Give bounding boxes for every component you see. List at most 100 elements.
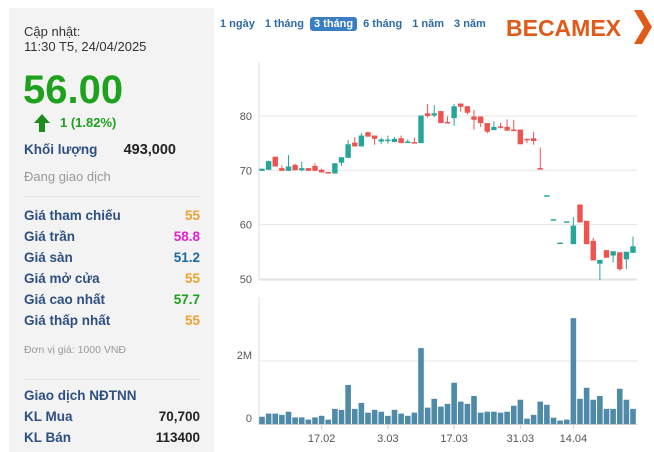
price-row-value: 57.7 <box>173 292 200 307</box>
price-tick-label: 80 <box>240 111 252 123</box>
becamex-logo: BECAMEX <box>506 15 622 41</box>
candle-body <box>398 138 404 144</box>
range-tabs: 1 ngày 1 tháng 3 tháng 6 tháng 1 năm 3 năm <box>216 17 490 31</box>
volume-bar <box>477 412 484 424</box>
trading-status: Đang giao dịch <box>24 169 111 184</box>
candle-body <box>524 138 530 141</box>
price-row-label: Giá tham chiếu <box>24 208 121 223</box>
candle-body <box>504 126 510 131</box>
candle-body <box>590 240 596 261</box>
candle-body <box>312 165 318 171</box>
candle-body <box>332 163 338 174</box>
volume-bar <box>504 411 510 424</box>
current-price: 56.00 <box>23 68 124 112</box>
volume-bar <box>438 406 444 424</box>
buy-value: 70,700 <box>158 409 200 424</box>
candle-body <box>279 168 285 171</box>
volume-bar <box>491 411 497 424</box>
candle-body <box>352 142 358 147</box>
price-row-value: 58.8 <box>173 229 200 244</box>
candle-body <box>603 250 610 258</box>
candle-body <box>477 116 484 124</box>
x-tick-label: 17.02 <box>308 433 336 445</box>
price-row: Giá cao nhất 57.7 <box>24 292 200 307</box>
volume-bar <box>338 409 345 424</box>
candle-body <box>544 195 550 197</box>
candle-body <box>391 138 398 143</box>
volume-bar <box>530 414 537 424</box>
price-row-label: Giá sàn <box>24 250 73 265</box>
volume-bar <box>411 412 418 424</box>
volume-bar <box>371 409 378 424</box>
candle-body <box>365 132 371 137</box>
volume-tick-label: 0 <box>246 413 252 425</box>
candle-body <box>497 126 504 128</box>
candle-body <box>557 242 563 245</box>
volume-bar <box>272 413 279 424</box>
arrow-up-icon <box>34 114 50 132</box>
volume-bar <box>259 416 265 424</box>
volume-bar <box>318 415 325 424</box>
range-tab[interactable]: 3 năm <box>454 18 486 30</box>
volume-bar <box>603 408 610 424</box>
x-tick-label: 31.03 <box>507 433 535 445</box>
candle-body <box>371 135 378 139</box>
candle-body <box>272 156 278 167</box>
price-tick-label: 70 <box>240 165 252 177</box>
sell-label: KL Bán <box>24 430 72 445</box>
candle-body <box>570 225 577 245</box>
volume-bar <box>292 417 298 424</box>
candle-body <box>550 219 557 221</box>
price-change: 1 (1.82%) <box>60 115 117 130</box>
candle-body <box>484 123 490 132</box>
volume-bar <box>616 388 623 424</box>
volume-bar <box>510 405 517 424</box>
candle-body <box>610 251 616 256</box>
candle-body <box>318 169 325 173</box>
foreign-sell-row: KL Bán 113400 <box>24 430 200 445</box>
price-tick-label: 50 <box>240 274 252 286</box>
range-tab[interactable]: 1 tháng <box>264 18 304 30</box>
volume-bar <box>583 387 590 424</box>
volume-bar <box>305 419 312 424</box>
candle-body <box>325 171 331 174</box>
candle-body <box>259 168 265 171</box>
range-tab[interactable]: 1 ngày <box>220 18 255 30</box>
divider <box>24 379 200 380</box>
price-row-value: 55 <box>184 313 200 328</box>
candle-body <box>530 138 537 141</box>
range-tab[interactable]: 3 tháng <box>309 17 358 31</box>
volume-bar <box>298 417 305 424</box>
candle-body <box>438 111 444 124</box>
price-row: Giá mở cửa 55 <box>24 271 200 286</box>
volume-bar <box>517 399 524 424</box>
volume-row: Khối lượng 493,000 <box>24 142 200 158</box>
candle-body <box>411 142 418 144</box>
candle-body <box>292 164 298 171</box>
volume-bar <box>358 402 365 424</box>
volume-bar <box>418 348 424 424</box>
candle-body <box>517 129 524 145</box>
price-row-value: 51.2 <box>173 250 200 265</box>
volume-value: 493,000 <box>123 142 176 158</box>
volume-bar <box>385 415 391 424</box>
volume-bar <box>550 417 557 424</box>
candle-body <box>431 113 437 116</box>
volume-bar <box>345 384 351 424</box>
candle-body <box>444 121 451 124</box>
candle-body <box>537 168 543 170</box>
volume-bar <box>610 408 616 424</box>
candle-body <box>597 259 603 264</box>
candle-body <box>378 139 384 142</box>
candle-body <box>583 220 590 245</box>
stock-info-panel <box>9 8 214 452</box>
price-row: Giá tham chiếu 55 <box>24 208 200 223</box>
volume-bar <box>597 395 603 424</box>
volume-bar <box>563 419 570 424</box>
range-tab[interactable]: 1 năm <box>412 18 445 30</box>
range-tab[interactable]: 6 tháng <box>363 18 403 30</box>
price-row: Giá thấp nhất 55 <box>24 313 200 328</box>
candle-body <box>418 115 424 144</box>
volume-bar <box>457 401 464 424</box>
